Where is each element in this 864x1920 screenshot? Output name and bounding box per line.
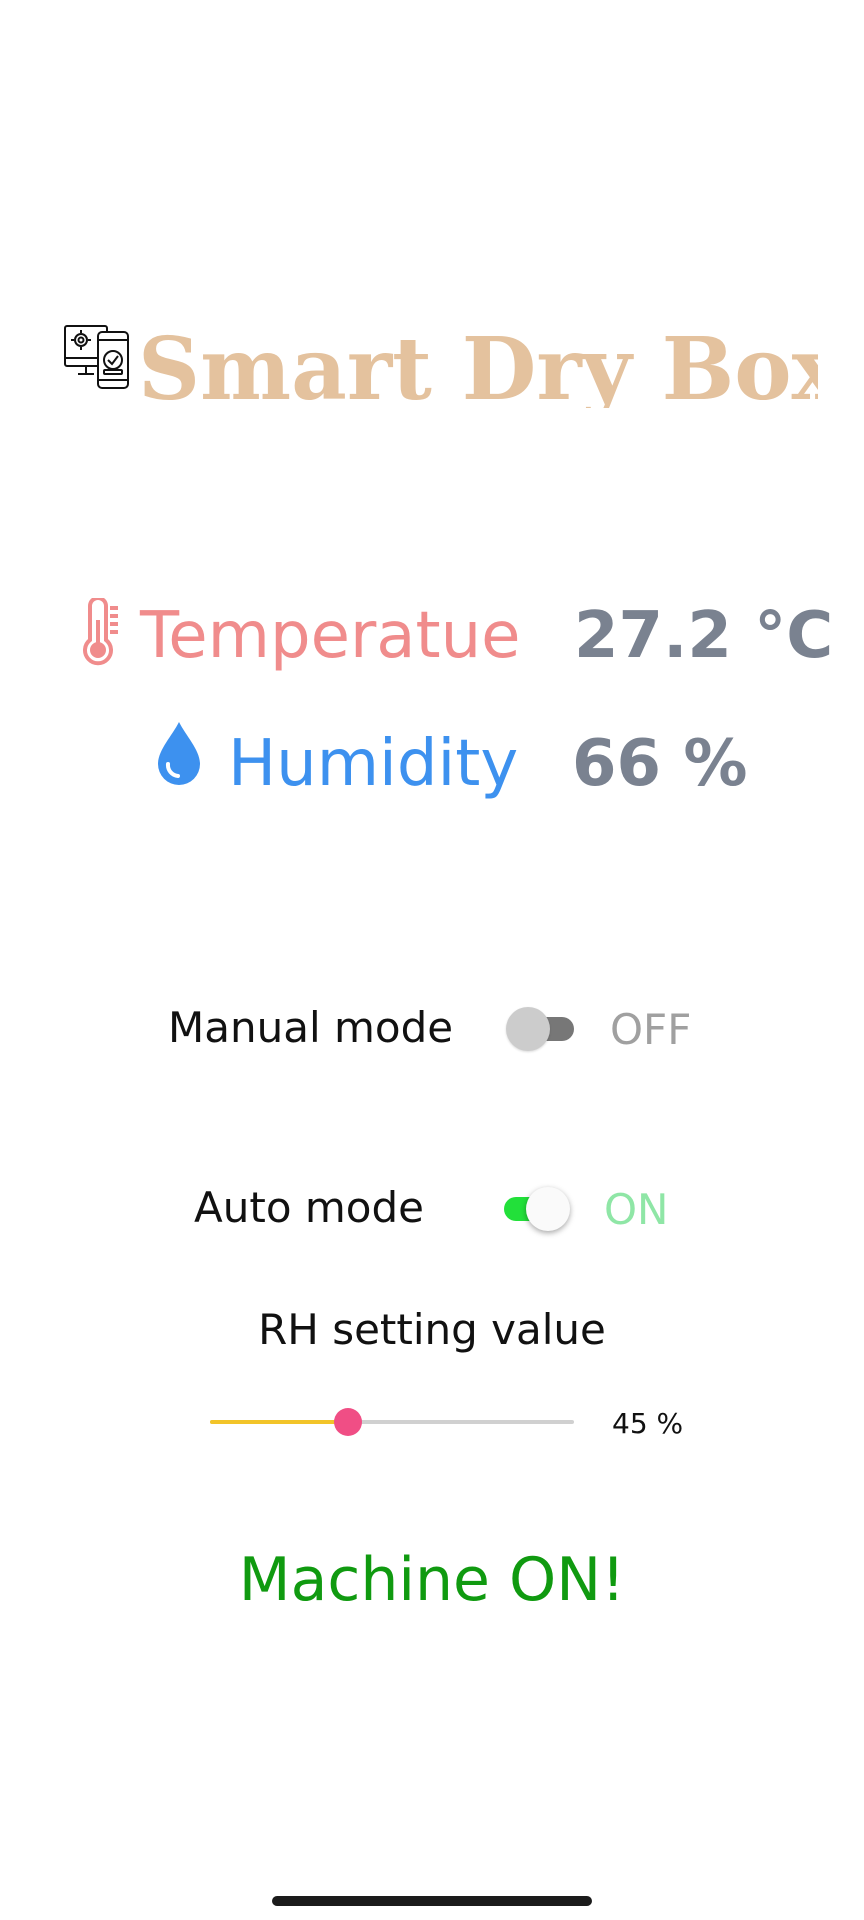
- app-title: Smart Dry Box: [138, 319, 818, 408]
- auto-mode-state: ON: [604, 1185, 669, 1234]
- thermometer-icon: [80, 596, 120, 668]
- temperature-value: 27.2 °C: [574, 599, 834, 673]
- machine-status: Machine ON!: [238, 1545, 626, 1615]
- water-drop-icon: [154, 718, 204, 790]
- rh-setting-slider[interactable]: [210, 1402, 574, 1442]
- auto-mode-toggle[interactable]: [498, 1184, 572, 1232]
- humidity-value: 66 %: [572, 727, 748, 801]
- home-indicator[interactable]: [272, 1896, 592, 1906]
- manual-mode-label: Manual mode: [168, 1003, 454, 1052]
- slider-fill: [210, 1420, 348, 1424]
- manual-mode-toggle[interactable]: [506, 1004, 580, 1052]
- slider-rail: [210, 1420, 574, 1424]
- temperature-label: Temperatue: [140, 599, 521, 673]
- auto-mode-label: Auto mode: [194, 1183, 424, 1232]
- rh-setting-title: RH setting value: [258, 1305, 606, 1354]
- manual-mode-state: OFF: [610, 1005, 692, 1054]
- app-logo-icon: [64, 320, 134, 392]
- rh-setting-value: 45 %: [612, 1407, 684, 1440]
- toggle-knob: [506, 1007, 550, 1051]
- slider-thumb[interactable]: [334, 1408, 362, 1436]
- toggle-knob: [526, 1187, 570, 1231]
- humidity-label: Humidity: [228, 727, 519, 801]
